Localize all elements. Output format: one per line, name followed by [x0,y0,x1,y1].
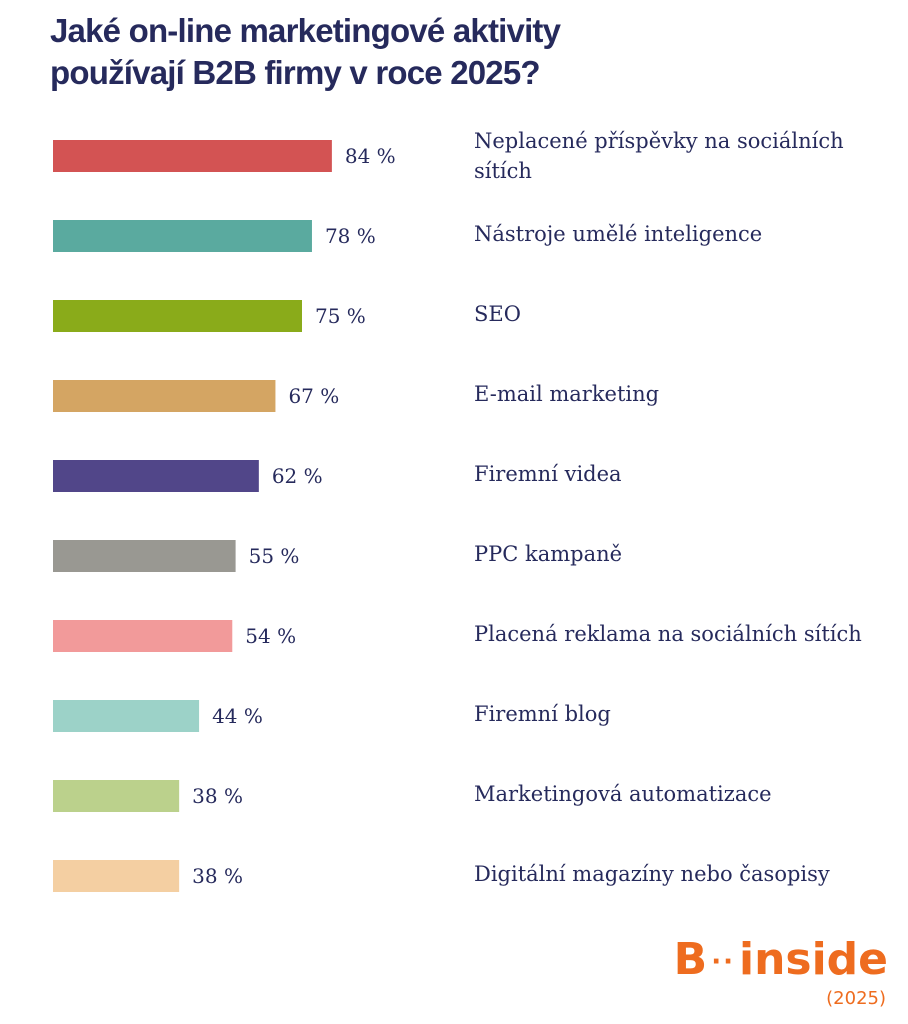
logo-dots: ·· [711,947,735,977]
bar-value-label-1: 84 % [345,144,396,168]
bar-value-label-7: 54 % [245,624,296,648]
bar-4 [53,380,276,412]
bar-value-label-10: 38 % [192,864,243,888]
bar-value-label-3: 75 % [315,304,366,328]
category-label-9: Marketingová automatizace [474,782,772,806]
bar-7 [53,620,233,652]
bar-value-label-9: 38 % [192,784,243,808]
category-label-4: E-mail marketing [474,382,660,406]
title-line-2: používají B2B firmy v roce 2025? [50,54,541,91]
source-year: (2025) [826,988,886,1009]
bar-value-label-6: 55 % [249,544,300,568]
category-label-10: Digitální magazíny nebo časopisy [474,862,830,886]
bar-5 [53,460,259,492]
category-label-8: Firemní blog [474,702,611,726]
bar-value-label-4: 67 % [288,384,339,408]
category-label-5: Firemní videa [474,462,622,486]
title-line-1: Jaké on-line marketingové aktivity [50,12,561,49]
bar-value-label-2: 78 % [325,224,376,248]
page-title: Jaké on-line marketingové aktivity použí… [50,10,870,94]
category-label-7: Placená reklama na sociálních sítích [474,622,862,646]
bar-1 [53,140,332,172]
bar-value-label-8: 44 % [212,704,263,728]
category-label-3: SEO [474,302,521,326]
bar-2 [53,220,312,252]
bar-8 [53,700,200,732]
bar-10 [53,860,180,892]
logo-b: B [673,934,708,985]
bar-6 [53,540,236,572]
logo-word: inside [738,934,888,985]
bar-value-label-5: 62 % [272,464,323,488]
category-label-6: PPC kampaně [474,542,623,566]
bar-3 [53,300,302,332]
category-label-2: Nástroje umělé inteligence [474,222,763,246]
b-inside-logo: B ··inside [674,938,888,982]
category-label-1: Neplacené příspěvky na sociálních sítích [474,129,844,183]
bar-9 [53,780,180,812]
